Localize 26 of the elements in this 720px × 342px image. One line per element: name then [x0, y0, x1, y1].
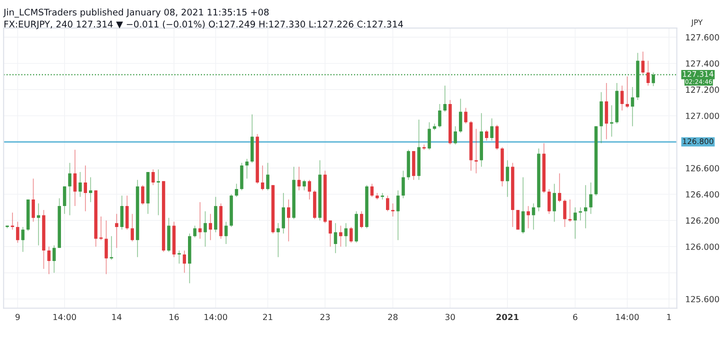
y-tick-label: 126.000 — [686, 244, 720, 250]
x-tick-label: 14:00 — [616, 314, 639, 320]
y-tick-label: 127.400 — [686, 60, 720, 67]
x-tick-label: 28 — [388, 314, 398, 320]
candlestick — [380, 192, 384, 200]
chart-title: Jin_LCMSTraders published January 08, 2021 11:35:15 +08 — [3, 8, 269, 18]
x-tick-label: 9 — [16, 314, 20, 320]
x-tick-label: 1 — [667, 314, 671, 320]
candlestick — [422, 144, 426, 150]
y-tick-label: 126.600 — [686, 165, 720, 172]
y-tick-label: 127.200 — [686, 86, 720, 93]
y-tick-label: 125.600 — [686, 296, 720, 302]
x-tick-label: 14 — [112, 314, 122, 320]
x-tick-label: 30 — [445, 314, 455, 320]
x-tick-label: 6 — [573, 314, 578, 320]
x-tick-label: 16 — [170, 314, 179, 320]
x-tick-label: 2021 — [496, 314, 518, 320]
x-tick-label: 14:00 — [204, 314, 228, 320]
y-tick-label: 127.000 — [686, 112, 720, 120]
x-tick-label: 23 — [320, 314, 330, 320]
y-tick-label: 126.400 — [686, 191, 720, 198]
x-tick-label: 21 — [263, 314, 272, 320]
y-tick-label: 127.600 — [686, 34, 720, 40]
x-tick-label: 14:00 — [53, 314, 76, 320]
y-tick-label: 126.200 — [686, 217, 720, 224]
chart-subtitle: FX:EURJPY, 240 127.314 ▼ −0.011 (−0.01%) O:127.249 H:127.330 L:127.226 C:127.314 — [4, 20, 403, 30]
